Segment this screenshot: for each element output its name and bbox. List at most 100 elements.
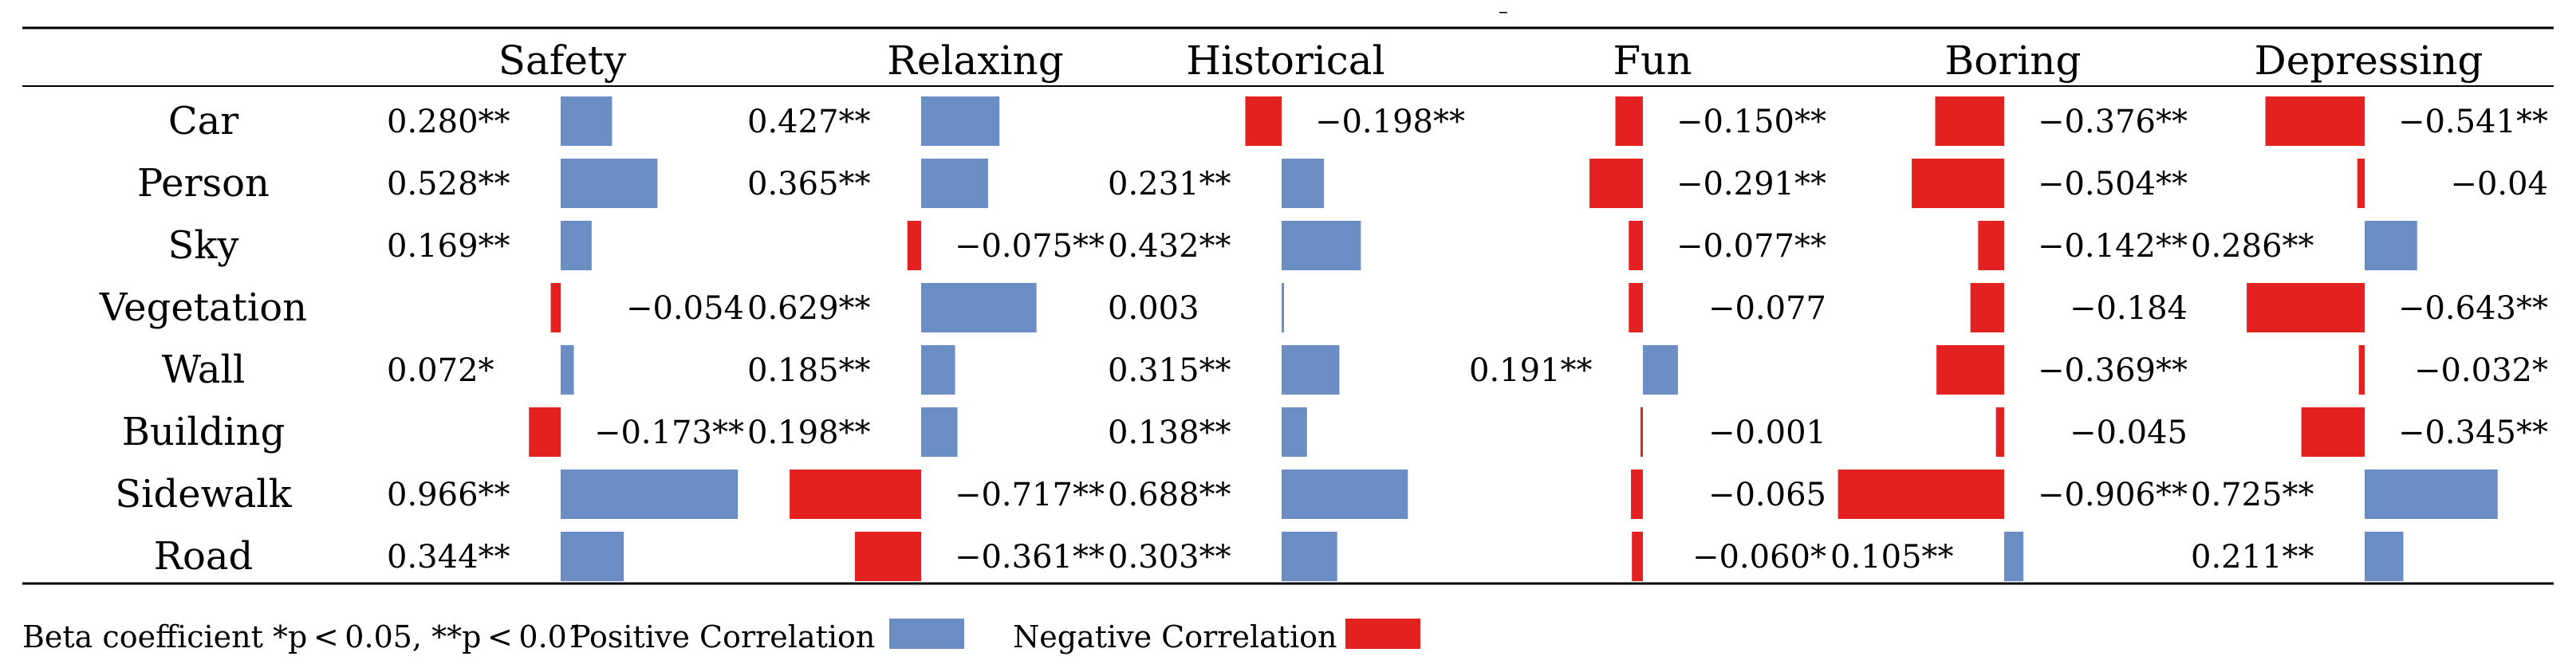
value-label-building-historical: 0.138** (1108, 415, 1231, 451)
value-label-vegetation-historical: 0.003 (1108, 290, 1199, 327)
bar-road-historical (1282, 532, 1337, 581)
bar-road-depressing (2365, 532, 2404, 581)
bar-car-boring (1935, 96, 2004, 146)
bar-car-historical (1245, 96, 1282, 146)
row-label-road: Road (154, 534, 253, 579)
bar-building-depressing (2301, 407, 2365, 457)
value-label-sky-fun: −0.077** (1676, 228, 1826, 265)
bar-vegetation-relaxing (921, 283, 1037, 332)
value-label-wall-relaxing: 0.185** (747, 352, 871, 389)
value-label-sky-safety: 0.169** (387, 228, 510, 265)
legend-positive-swatch (889, 619, 964, 649)
value-label-person-safety: 0.528** (387, 166, 510, 202)
row-label-car: Car (168, 99, 238, 143)
value-label-building-depressing: −0.345** (2398, 415, 2548, 451)
bar-vegetation-fun (1629, 283, 1643, 332)
column-header-safety: Safety (498, 37, 627, 84)
value-label-sidewalk-historical: 0.688** (1108, 477, 1231, 513)
value-label-road-fun: −0.060* (1692, 539, 1826, 576)
bar-person-relaxing (921, 159, 988, 208)
value-label-vegetation-boring: −0.184 (2070, 290, 2188, 327)
row-label-building: Building (122, 410, 286, 454)
value-label-vegetation-safety: −0.054 (626, 290, 744, 327)
bar-sidewalk-historical (1282, 470, 1408, 519)
top-mark: – (1499, 0, 1508, 22)
bar-wall-relaxing (921, 345, 955, 395)
bar-sidewalk-relaxing (790, 470, 921, 519)
value-label-road-historical: 0.303** (1108, 539, 1231, 576)
bar-sidewalk-depressing (2365, 470, 2498, 519)
value-label-sidewalk-relaxing: −0.717** (955, 477, 1105, 513)
value-label-car-historical: −0.198** (1315, 104, 1465, 140)
bar-wall-safety (561, 345, 574, 395)
value-label-sky-historical: 0.432** (1108, 228, 1231, 265)
bar-sidewalk-boring (1837, 470, 2004, 519)
bar-building-safety (529, 407, 561, 457)
value-label-wall-boring: −0.369** (2038, 352, 2188, 389)
value-label-sidewalk-boring: −0.906** (2038, 477, 2188, 513)
bar-vegetation-historical (1282, 283, 1284, 332)
bar-person-boring (1912, 159, 2004, 208)
value-label-sidewalk-safety: 0.966** (387, 477, 510, 513)
row-label-sky: Sky (167, 223, 238, 268)
bar-building-fun (1641, 407, 1643, 457)
bar-wall-boring (1936, 345, 2004, 395)
bar-sky-depressing (2365, 221, 2417, 270)
bar-car-safety (561, 96, 612, 146)
bar-person-historical (1282, 159, 1325, 208)
value-label-car-safety: 0.280** (387, 104, 510, 140)
column-header-historical: Historical (1186, 37, 1385, 84)
bar-wall-historical (1282, 345, 1340, 395)
value-label-person-boring: −0.504** (2038, 166, 2188, 202)
bar-person-depressing (2357, 159, 2365, 208)
value-label-vegetation-fun: −0.077 (1708, 290, 1826, 327)
value-label-road-boring: 0.105** (1830, 539, 1954, 576)
value-label-person-depressing: −0.04 (2450, 166, 2548, 202)
bar-road-boring (2004, 532, 2024, 581)
row-label-wall: Wall (162, 348, 245, 392)
value-label-vegetation-relaxing: 0.629** (747, 290, 871, 327)
column-header-depressing: Depressing (2255, 37, 2483, 84)
value-label-sky-boring: −0.142** (2038, 228, 2188, 265)
bar-vegetation-boring (1970, 283, 2004, 332)
bar-vegetation-depressing (2247, 283, 2365, 332)
value-label-car-fun: −0.150** (1676, 104, 1826, 140)
value-label-building-fun: −0.001 (1708, 415, 1826, 451)
value-label-person-fun: −0.291** (1676, 166, 1826, 202)
column-header-relaxing: Relaxing (887, 37, 1063, 84)
value-label-wall-safety: 0.072* (387, 352, 494, 389)
bar-sidewalk-safety (561, 470, 739, 519)
bar-car-relaxing (921, 96, 1000, 146)
value-label-car-boring: −0.376** (2038, 104, 2188, 140)
row-label-sidewalk: Sidewalk (115, 472, 292, 517)
legend-negative-swatch (1345, 619, 1420, 649)
bar-road-safety (561, 532, 624, 581)
value-label-building-relaxing: 0.198** (747, 415, 871, 451)
value-label-sky-relaxing: −0.075** (955, 228, 1105, 265)
value-label-road-depressing: 0.211** (2191, 539, 2314, 576)
value-label-car-depressing: −0.541** (2398, 104, 2548, 140)
value-label-sidewalk-depressing: 0.725** (2191, 477, 2314, 513)
row-label-vegetation: Vegetation (99, 285, 307, 330)
column-header-boring: Boring (1945, 37, 2082, 84)
bar-road-relaxing (854, 532, 921, 581)
bar-sky-boring (1978, 221, 2004, 270)
bar-person-safety (561, 159, 658, 208)
bar-road-fun (1632, 532, 1643, 581)
bar-building-historical (1282, 407, 1307, 457)
bar-sky-safety (561, 221, 592, 270)
value-label-building-safety: −0.173** (594, 415, 744, 451)
legend-note: Beta coefficient *p < 0.05, **p < 0.01 (22, 619, 586, 654)
value-label-wall-historical: 0.315** (1108, 352, 1231, 389)
bar-wall-fun (1643, 345, 1678, 395)
bar-sky-fun (1629, 221, 1643, 270)
bar-building-boring (1995, 407, 2004, 457)
legend-negative-label: Negative Correlation (1013, 619, 1337, 654)
bar-sky-historical (1282, 221, 1361, 270)
value-label-vegetation-depressing: −0.643** (2398, 290, 2548, 327)
bar-sidewalk-fun (1631, 470, 1643, 519)
bar-sky-relaxing (907, 221, 921, 270)
legend-positive-label: Positive Correlation (570, 619, 875, 654)
bar-car-depressing (2265, 96, 2365, 146)
